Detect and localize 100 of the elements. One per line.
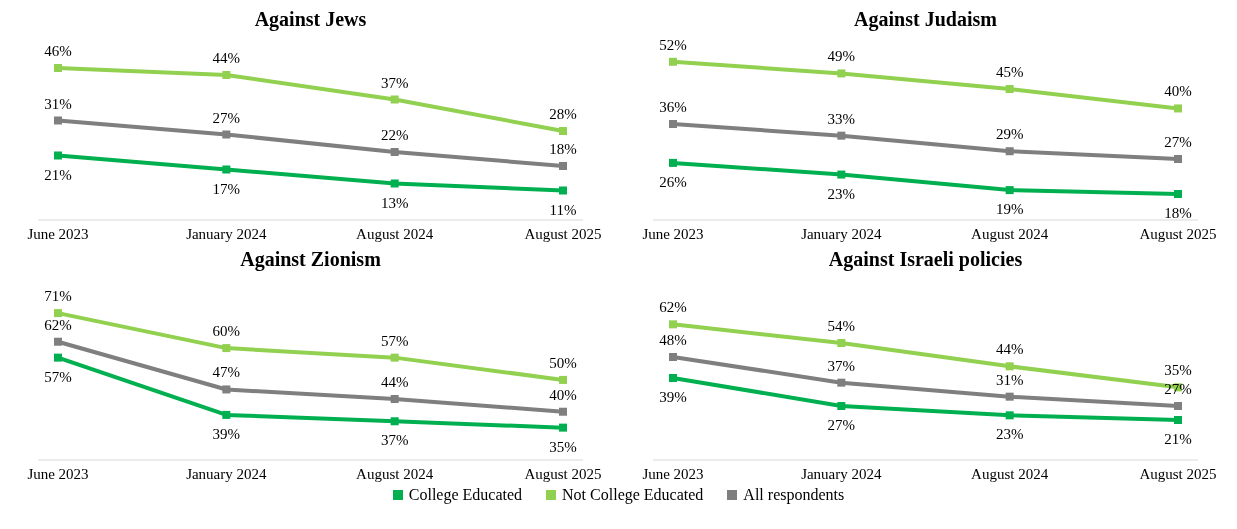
data-label: 40% — [549, 386, 577, 403]
x-tick-label: August 2025 — [524, 225, 602, 242]
x-tick-label: June 2023 — [642, 465, 704, 482]
point — [390, 95, 399, 104]
data-label: 60% — [212, 323, 241, 340]
point — [837, 69, 846, 78]
data-label: 54% — [827, 318, 856, 334]
data-label: 36% — [659, 99, 687, 115]
x-tick-label: August 2025 — [1139, 225, 1217, 242]
point — [222, 410, 231, 419]
x-tick-label: June 2023 — [27, 465, 89, 482]
data-label: 44% — [380, 374, 409, 390]
data-label: 31% — [44, 95, 72, 112]
point — [222, 165, 231, 174]
data-label: 28% — [549, 106, 577, 122]
data-label: 11% — [549, 201, 577, 218]
data-label: 27% — [212, 109, 241, 126]
point — [1005, 392, 1014, 401]
x-tick-label: August 2025 — [524, 465, 602, 482]
data-label: 50% — [549, 354, 577, 371]
data-label: 52% — [659, 36, 687, 53]
data-label: 27% — [1164, 134, 1192, 150]
legend-label: College Educated — [408, 486, 523, 504]
point — [390, 179, 399, 188]
data-label: 62% — [659, 299, 687, 316]
chart-title: Against Israeli policies — [827, 248, 1024, 272]
point — [1174, 402, 1182, 410]
point — [837, 402, 846, 410]
point — [837, 170, 846, 179]
data-label: 19% — [995, 201, 1024, 218]
point — [54, 353, 62, 362]
data-label: 17% — [212, 180, 241, 197]
point — [669, 120, 677, 128]
point — [559, 407, 567, 416]
x-tick-label: January 2024 — [801, 225, 883, 242]
point — [669, 57, 677, 66]
x-tick-label: January 2024 — [801, 465, 883, 482]
data-label: 29% — [995, 126, 1024, 143]
data-label: 23% — [827, 185, 856, 202]
x-tick-label: January 2024 — [186, 225, 268, 242]
data-label: 13% — [380, 194, 409, 211]
data-label: 37% — [380, 74, 409, 91]
x-tick-label: June 2023 — [642, 225, 704, 242]
point — [559, 127, 567, 135]
data-label: 31% — [995, 371, 1024, 388]
point — [390, 353, 399, 362]
data-label: 57% — [44, 368, 72, 385]
point — [559, 162, 567, 170]
data-label: 71% — [44, 288, 72, 305]
x-tick-label: August 2025 — [1139, 465, 1217, 482]
data-label: 39% — [212, 425, 241, 442]
data-label: 21% — [1164, 431, 1192, 447]
data-label: 27% — [827, 417, 856, 433]
point — [669, 353, 677, 361]
point — [1005, 362, 1014, 371]
data-label: 35% — [549, 438, 577, 455]
chart-title: Against Judaism — [853, 8, 998, 32]
point — [1174, 190, 1182, 198]
point — [222, 130, 231, 139]
point — [54, 116, 62, 125]
legend-label: Not College Educated — [562, 486, 704, 504]
point — [390, 148, 399, 156]
point — [1005, 411, 1014, 420]
point — [54, 309, 62, 318]
point — [559, 375, 567, 384]
point — [54, 151, 62, 160]
point — [837, 131, 846, 140]
data-label: 21% — [44, 166, 72, 183]
x-tick-label: June 2023 — [27, 225, 89, 242]
data-label: 35% — [1164, 362, 1192, 379]
x-tick-label: August 2024 — [971, 225, 1049, 242]
data-label: 57% — [380, 332, 409, 349]
point — [222, 344, 231, 353]
data-label: 18% — [549, 141, 577, 157]
point — [669, 158, 677, 167]
chart-title: Against Jews — [253, 8, 368, 32]
data-label: 39% — [659, 389, 687, 405]
data-label: 49% — [827, 48, 856, 65]
point — [54, 64, 62, 72]
point — [669, 320, 677, 329]
point — [1174, 416, 1182, 424]
point — [1174, 155, 1182, 163]
data-label: 22% — [380, 127, 409, 143]
data-label: 18% — [1164, 205, 1192, 221]
x-tick-label: August 2024 — [971, 465, 1049, 482]
data-label: 37% — [827, 357, 856, 374]
x-tick-label: August 2024 — [356, 225, 434, 242]
point — [559, 423, 567, 432]
data-label: 44% — [995, 341, 1024, 358]
point — [1174, 104, 1182, 113]
data-label: 40% — [1164, 83, 1192, 100]
point — [837, 339, 846, 347]
data-label: 47% — [212, 364, 241, 381]
data-label: 33% — [827, 110, 856, 127]
point — [559, 186, 567, 195]
point — [222, 385, 231, 394]
point — [837, 378, 846, 387]
point — [390, 417, 399, 426]
data-label: 23% — [995, 426, 1024, 443]
data-label: 44% — [212, 50, 241, 66]
